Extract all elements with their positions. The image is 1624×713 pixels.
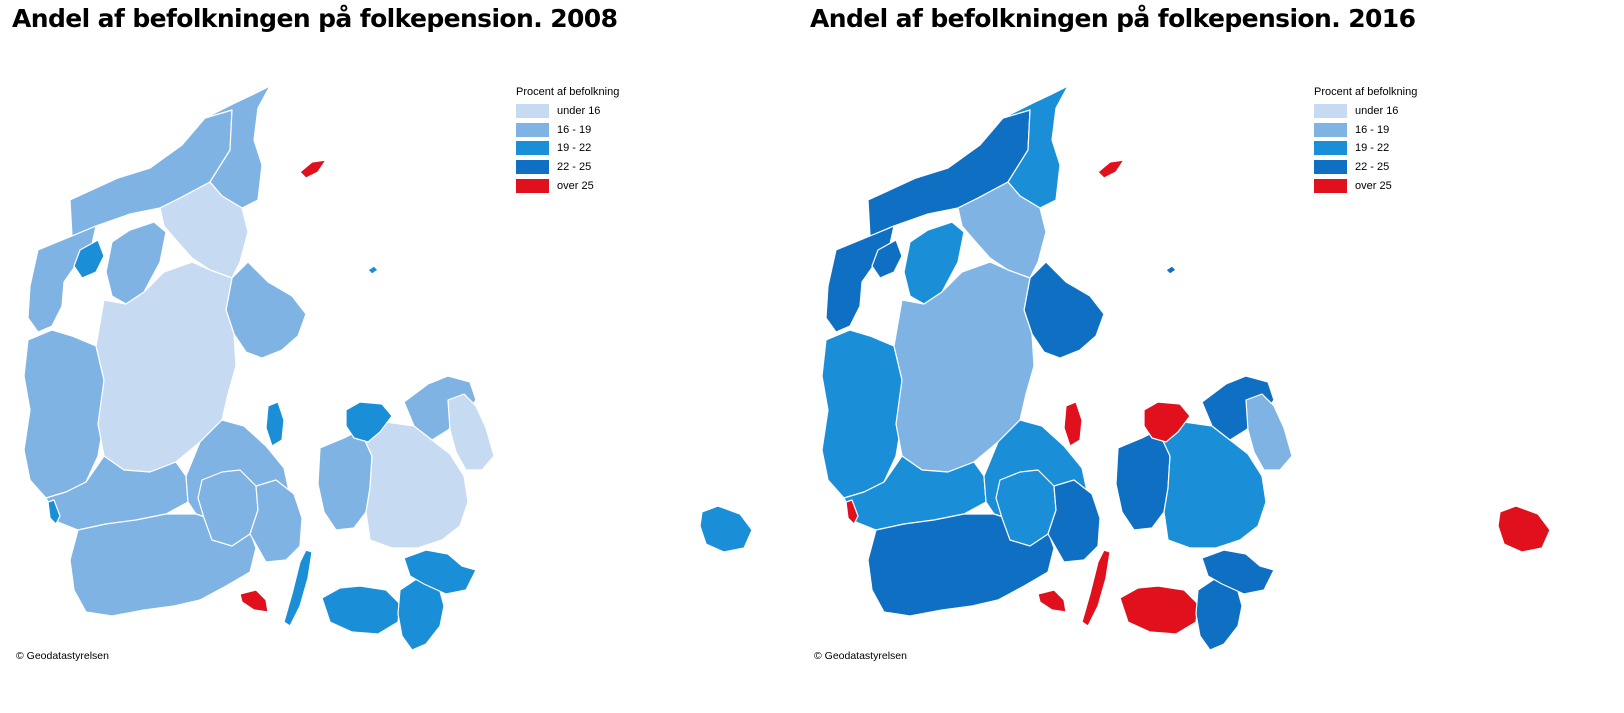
legend-label: 19 - 22 — [1355, 142, 1390, 155]
legend-label: 19 - 22 — [557, 142, 592, 155]
region-langeland — [283, 549, 313, 627]
legend-label: 22 - 25 — [557, 161, 592, 174]
region-sjaelland-west — [1115, 429, 1171, 531]
region-salling — [903, 221, 965, 305]
region-salling — [105, 221, 167, 305]
legend-label: over 25 — [557, 179, 594, 192]
region-samso — [265, 401, 285, 447]
legend-item: 22 - 25 — [516, 158, 619, 177]
legend-title: Procent af befolkning — [516, 86, 620, 98]
legend-title: Procent af befolkning — [1314, 86, 1418, 98]
region-sjaelland-mid — [1157, 421, 1267, 549]
region-fyn-east — [249, 479, 303, 563]
region-thy — [825, 225, 895, 333]
map-panel-2008: Andel af befolkningen på folkepension. 2… — [0, 0, 800, 713]
region-sjaelland-mid — [359, 421, 469, 549]
legend-item: 19 - 22 — [516, 139, 619, 158]
legend-swatch — [516, 122, 549, 137]
legend-item: 19 - 22 — [1314, 139, 1417, 158]
map-panel-2016: Andel af befolkningen på folkepension. 2… — [798, 0, 1598, 713]
legend-swatch — [516, 178, 549, 193]
region-lolland — [1119, 585, 1199, 635]
region-odsherred — [1143, 401, 1191, 443]
region-aero — [239, 589, 269, 613]
region-anholt — [367, 265, 379, 275]
region-mon — [1201, 549, 1275, 595]
region-nordjylland-east — [957, 181, 1047, 279]
region-fyn-east — [1047, 479, 1101, 563]
region-nordjylland-east — [159, 181, 249, 279]
region-sjaelland-west — [317, 429, 373, 531]
legend-label: under 16 — [557, 105, 601, 118]
legend-item: over 25 — [1314, 176, 1417, 195]
legend-item: over 25 — [516, 176, 619, 195]
legend-item: under 16 — [516, 102, 619, 121]
region-bornholm — [1497, 505, 1551, 553]
region-samso — [1063, 401, 1083, 447]
legend: Procent af befolkning under 16 16 - 19 1… — [516, 86, 619, 195]
region-laeso — [299, 159, 327, 179]
region-midtjylland — [893, 261, 1035, 473]
region-mon — [403, 549, 477, 595]
legend-label: 16 - 19 — [557, 123, 592, 136]
legend-swatch — [1314, 178, 1347, 193]
region-fano — [47, 499, 61, 525]
region-odsherred — [345, 401, 393, 443]
legend: Procent af befolkning under 16 16 - 19 1… — [1314, 86, 1417, 195]
copyright-text: © Geodatastyrelsen — [16, 650, 109, 662]
legend-swatch — [1314, 104, 1347, 119]
region-laeso — [1097, 159, 1125, 179]
region-fano — [845, 499, 859, 525]
region-aero — [1037, 589, 1067, 613]
region-nordjylland-north — [1002, 85, 1069, 209]
region-thy — [27, 225, 97, 333]
choropleth-map-denmark — [821, 85, 1551, 651]
legend-swatch — [516, 160, 549, 175]
legend-item: 22 - 25 — [1314, 158, 1417, 177]
region-mors — [871, 239, 903, 279]
legend-swatch — [516, 141, 549, 156]
copyright-text: © Geodatastyrelsen — [814, 650, 907, 662]
legend-label: under 16 — [1355, 105, 1399, 118]
map-title: Andel af befolkningen på folkepension. 2… — [810, 4, 1416, 33]
region-nordjylland-north — [204, 85, 271, 209]
region-kobenhavn — [1245, 393, 1293, 471]
region-djursland — [1023, 261, 1105, 359]
region-djursland — [225, 261, 307, 359]
legend-swatch — [1314, 122, 1347, 137]
region-lolland — [321, 585, 401, 635]
legend-item: 16 - 19 — [1314, 121, 1417, 140]
region-mors — [73, 239, 105, 279]
legend-item: under 16 — [1314, 102, 1417, 121]
region-sonderjylland — [69, 513, 257, 617]
legend-label: 22 - 25 — [1355, 161, 1390, 174]
region-sonderjylland — [867, 513, 1055, 617]
legend-label: over 25 — [1355, 179, 1392, 192]
legend-item: 16 - 19 — [516, 121, 619, 140]
choropleth-map-denmark — [23, 85, 753, 651]
region-langeland — [1081, 549, 1111, 627]
map-title: Andel af befolkningen på folkepension. 2… — [12, 4, 618, 33]
region-midtjylland — [95, 261, 237, 473]
legend-swatch — [1314, 141, 1347, 156]
legend-label: 16 - 19 — [1355, 123, 1390, 136]
legend-swatch — [1314, 160, 1347, 175]
region-anholt — [1165, 265, 1177, 275]
region-bornholm — [699, 505, 753, 553]
legend-swatch — [516, 104, 549, 119]
region-kobenhavn — [447, 393, 495, 471]
